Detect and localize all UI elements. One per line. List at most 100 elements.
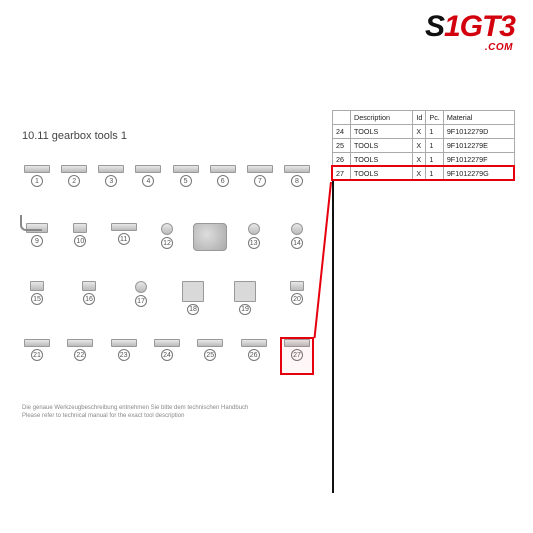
item-number: 7: [254, 175, 266, 187]
part-icon: [161, 223, 173, 235]
diagram-cell: 15: [22, 281, 52, 315]
cell-desc: TOOLS: [351, 167, 413, 181]
logo-gt3: GT3: [460, 10, 515, 43]
cell-id: X: [413, 125, 426, 139]
diagram-cell: 21: [22, 339, 52, 373]
diagram-cell: 23: [109, 339, 139, 373]
item-number: 8: [291, 175, 303, 187]
part-icon: [234, 281, 256, 302]
part-icon: [98, 165, 124, 173]
cell-id: X: [413, 139, 426, 153]
part-icon: [30, 281, 44, 291]
item-number: 5: [180, 175, 192, 187]
part-icon: [290, 281, 304, 291]
table-row: 27TOOLSX19F1012279G: [333, 167, 515, 181]
part-icon: [197, 339, 223, 347]
diagram-cell: 20: [282, 281, 312, 315]
part-icon: [210, 165, 236, 173]
diagram-cell: 4: [133, 165, 163, 199]
item-number: 6: [217, 175, 229, 187]
item-number: 17: [135, 295, 147, 307]
cell-pc: 1: [426, 139, 443, 153]
logo-digit-1: 1: [444, 10, 460, 43]
item-number: 19: [239, 304, 251, 315]
diagram-cell: 16: [74, 281, 104, 315]
cell-desc: TOOLS: [351, 125, 413, 139]
part-icon: [61, 165, 87, 173]
diagram-cell: 7: [245, 165, 275, 199]
cell-desc: TOOLS: [351, 139, 413, 153]
part-icon: [193, 223, 227, 251]
part-icon: [247, 165, 273, 173]
cell-id: X: [413, 153, 426, 167]
cell-mat: 9F1012279D: [443, 125, 514, 139]
col-header-num: [333, 111, 351, 125]
tools-diagram: 1234567891011121314151617181920212223242…: [22, 165, 312, 395]
cell-num: 25: [333, 139, 351, 153]
diagram-cell: 8: [282, 165, 312, 199]
item-number: 24: [161, 349, 173, 361]
logo-letter-s: S: [425, 10, 444, 43]
brand-logo-sub: .COM: [485, 42, 513, 53]
part-icon: [111, 223, 137, 231]
highlight-diagram-box: [280, 337, 314, 375]
table-row: 25TOOLSX19F1012279E: [333, 139, 515, 153]
diagram-cell: [195, 223, 225, 257]
diagram-cell: 11: [109, 223, 139, 257]
cell-id: X: [413, 167, 426, 181]
cell-pc: 1: [426, 125, 443, 139]
cell-pc: 1: [426, 153, 443, 167]
item-number: 11: [118, 233, 130, 245]
part-icon: [111, 339, 137, 347]
item-number: 10: [74, 235, 86, 247]
cell-mat: 9F1012279E: [443, 139, 514, 153]
part-icon: [248, 223, 260, 235]
item-number: 25: [204, 349, 216, 361]
cell-mat: 9F1012279F: [443, 153, 514, 167]
part-icon: [182, 281, 204, 302]
part-icon: [67, 339, 93, 347]
part-icon: [135, 281, 147, 293]
item-number: 22: [74, 349, 86, 361]
col-header-pc: Pc.: [426, 111, 443, 125]
item-number: 14: [291, 237, 303, 249]
diagram-cell: 10: [65, 223, 95, 257]
diagram-cell: 22: [65, 339, 95, 373]
diagram-cell: 3: [96, 165, 126, 199]
diagram-cell: 6: [208, 165, 238, 199]
diagram-cell: 5: [171, 165, 201, 199]
diagram-cell: 26: [239, 339, 269, 373]
brand-logo: S1GT3: [425, 10, 515, 44]
part-icon: [73, 223, 87, 233]
item-number: 12: [161, 237, 173, 249]
parts-table-wrap: Description Id Pc. Material 24TOOLSX19F1…: [332, 110, 515, 181]
part-icon: [24, 339, 50, 347]
cell-num: 24: [333, 125, 351, 139]
diagram-cell: 2: [59, 165, 89, 199]
table-row: 26TOOLSX19F1012279F: [333, 153, 515, 167]
item-number: 20: [291, 293, 303, 305]
item-number: 16: [83, 293, 95, 305]
parts-table: Description Id Pc. Material 24TOOLSX19F1…: [332, 110, 515, 181]
item-number: 15: [31, 293, 43, 305]
diagram-cell: 18: [178, 281, 208, 315]
diagram-cell: 17: [126, 281, 156, 315]
cell-num: 27: [333, 167, 351, 181]
part-icon: [284, 165, 310, 173]
footnote-de: Die genaue Werkzeugbeschreibung entnehme…: [22, 405, 248, 411]
col-header-mat: Material: [443, 111, 514, 125]
diagram-cell: 12: [152, 223, 182, 257]
callout-line: [313, 181, 332, 338]
cell-num: 26: [333, 153, 351, 167]
item-number: 13: [248, 237, 260, 249]
logo-s1: S1: [425, 10, 460, 43]
item-number: 3: [105, 175, 117, 187]
diagram-cell: 25: [195, 339, 225, 373]
col-header-id: Id: [413, 111, 426, 125]
item-number: 2: [68, 175, 80, 187]
part-icon: [241, 339, 267, 347]
item-number: 23: [118, 349, 130, 361]
item-number: 4: [142, 175, 154, 187]
diagram-cell: 14: [282, 223, 312, 257]
part-icon: [24, 165, 50, 173]
